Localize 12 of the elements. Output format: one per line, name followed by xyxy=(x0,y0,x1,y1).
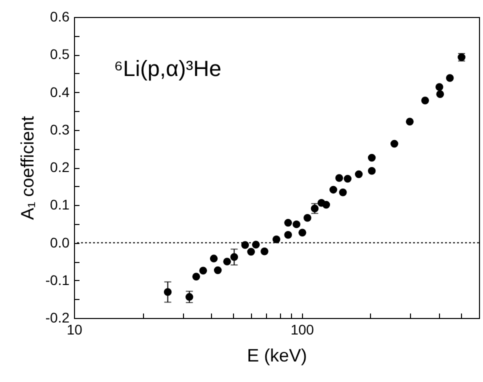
annotation: ⁶Li(p,α)³He xyxy=(114,56,222,81)
y-tick-label: 0.1 xyxy=(50,196,70,213)
x-tick-label: 100 xyxy=(290,322,314,338)
x-axis-title: E (keV) xyxy=(246,346,308,366)
y-tick-label: 0.0 xyxy=(50,234,70,250)
y-tick-label: 0.3 xyxy=(50,121,70,138)
y-tick-label: 0.2 xyxy=(50,159,70,175)
y-tick-label: 0.5 xyxy=(50,46,70,62)
y-tick-label: 0.4 xyxy=(50,84,70,100)
y-axis-title: A₁ coefficient xyxy=(17,116,38,220)
y-tick-label: 0.6 xyxy=(50,8,70,24)
y-tick-label: -0.1 xyxy=(45,272,70,288)
